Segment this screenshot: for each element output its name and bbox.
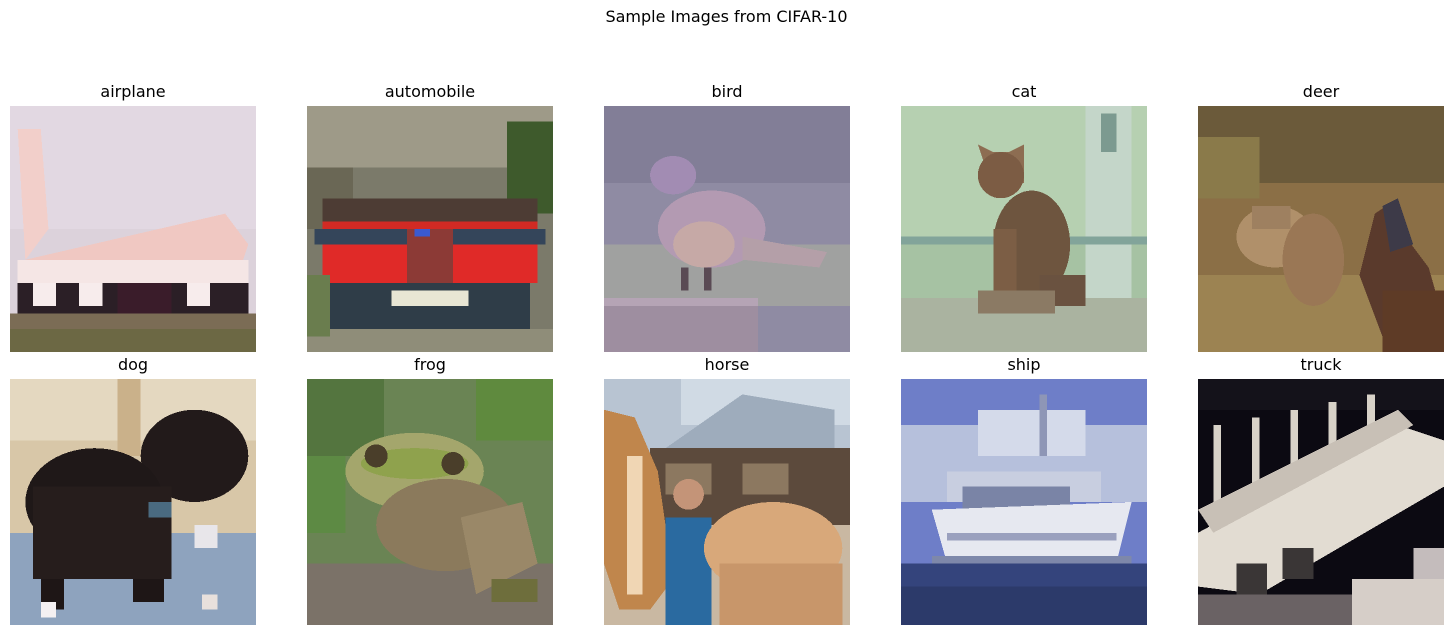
panel-title: bird [711,82,743,101]
panel-title: ship [1007,355,1041,374]
panel-title: deer [1302,82,1340,101]
cat-image [901,106,1147,352]
frog-image [307,379,553,625]
panel-title: horse [704,355,750,374]
truck-image [1198,379,1444,625]
panel-title: airplane [100,82,166,101]
horse-image [604,379,850,625]
panel-title: dog [117,355,149,374]
figure-title: Sample Images from CIFAR-10 [605,7,848,26]
automobile-image [307,106,553,352]
airplane-image [10,106,256,352]
panel-title: frog [414,355,446,374]
dog-image [10,379,256,625]
bird-image [604,106,850,352]
ship-image [901,379,1147,625]
panel-title: automobile [384,82,476,101]
panel-title: cat [1011,82,1037,101]
deer-image [1198,106,1444,352]
panel-title: truck [1300,355,1342,374]
